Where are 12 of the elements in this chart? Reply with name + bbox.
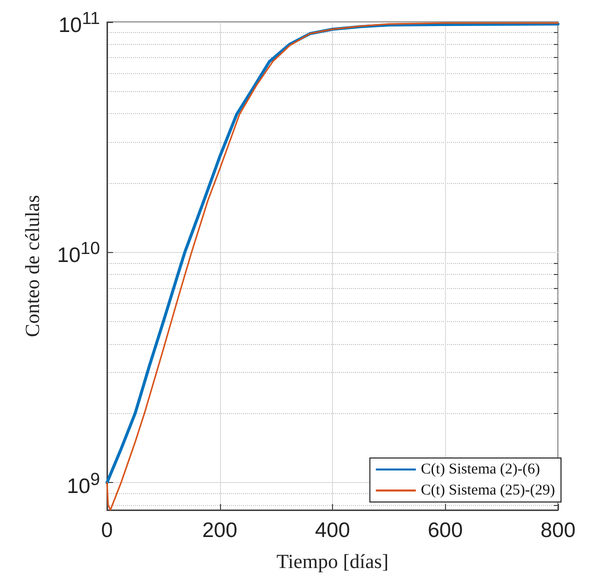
y-tick-label: 10$^{11}$	[58, 7, 100, 38]
y-tick-label: 10$^{10}$	[57, 237, 100, 268]
x-tick-label: 0	[101, 519, 113, 542]
x-tick-label: 600	[428, 519, 463, 542]
y-tick-label: 10$^{9}$	[66, 468, 100, 499]
legend-label: C(t) Sistema (2)-(6)	[420, 462, 540, 478]
y-axis-title: Conteo de células	[22, 194, 44, 338]
x-tick-label: 200	[202, 519, 238, 542]
x-tick-label: 400	[314, 519, 350, 542]
x-tick-label: 800	[540, 519, 576, 542]
legend-label: C(t) Sistema (25)-(29)	[420, 482, 556, 498]
x-axis-title: Tiempo [días]	[276, 551, 389, 573]
